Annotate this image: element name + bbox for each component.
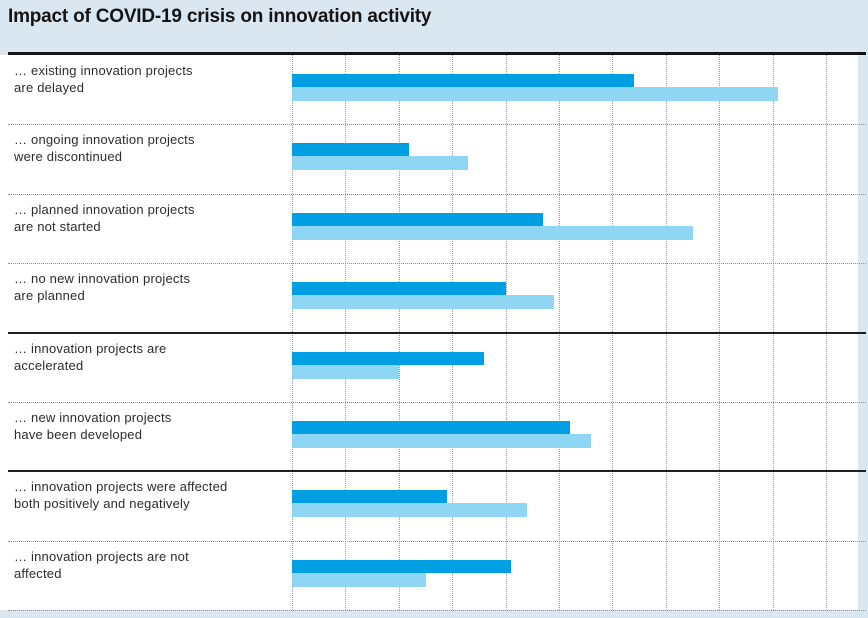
chart-row: … innovation projects were affected both … — [0, 471, 858, 540]
chart-row: … existing innovation projects are delaye… — [0, 55, 858, 124]
bar-series-2-light-blue — [292, 364, 399, 379]
row-separator-dotted — [8, 540, 866, 542]
bar-series-1-dark-blue — [292, 490, 447, 504]
chart-row: … innovation projects are not affected — [0, 541, 858, 610]
category-label: … innovation projects are not affected — [14, 548, 189, 582]
category-label: … existing innovation projects are delaye… — [14, 62, 193, 96]
bar-series-1-dark-blue — [292, 282, 506, 296]
group-separator-solid — [8, 331, 866, 334]
chart-title: Impact of COVID-19 crisis on innovation … — [8, 6, 432, 27]
category-label-line: both positively and negatively — [14, 496, 190, 512]
chart-row: … new innovation projects have been devel… — [0, 402, 858, 471]
rows-layer: … existing innovation projects are delaye… — [0, 55, 858, 610]
row-separator-dotted — [8, 193, 866, 195]
group-separator-solid — [8, 470, 866, 473]
bar-series-2-light-blue — [292, 225, 693, 240]
category-label-line: are not started — [14, 218, 101, 234]
row-separator-dotted — [8, 610, 866, 611]
category-label-line: … innovation projects were affected — [14, 479, 228, 495]
bar-series-1-dark-blue — [292, 74, 634, 87]
category-label: … planned innovation projects are not sta… — [14, 201, 195, 235]
bar-series-2-light-blue — [292, 572, 426, 587]
category-label-line: accelerated — [14, 357, 84, 373]
bar-series-2-light-blue — [292, 156, 469, 171]
category-label-line: … planned innovation projects — [14, 201, 195, 217]
category-label: … ongoing innovation projects were discon… — [14, 131, 195, 165]
category-label-line: are delayed — [14, 80, 85, 95]
row-separator-dotted — [8, 263, 866, 265]
category-label-line: are planned — [14, 288, 85, 304]
category-label: … innovation projects were affected both … — [14, 478, 227, 512]
category-label-line: … innovation projects are — [14, 340, 167, 356]
category-label-line: have been developed — [14, 426, 143, 442]
row-separator-dotted — [8, 124, 866, 126]
category-label-line: … innovation projects are not — [14, 548, 189, 564]
category-label-line: affected — [14, 565, 62, 581]
category-label-line: … no new innovation projects — [14, 271, 191, 287]
bar-series-1-dark-blue — [292, 420, 570, 434]
category-label-line: … new innovation projects — [14, 409, 172, 425]
category-label: … innovation projects are accelerated — [14, 340, 166, 374]
bar-series-2-light-blue — [292, 295, 554, 310]
bar-series-2-light-blue — [292, 433, 592, 448]
bar-series-2-light-blue — [292, 87, 778, 101]
category-label-line: … existing innovation projects — [14, 63, 193, 78]
bar-series-1-dark-blue — [292, 212, 543, 226]
bar-series-1-dark-blue — [292, 351, 485, 365]
title-rule — [8, 52, 866, 55]
chart-row: … planned innovation projects are not sta… — [0, 194, 858, 263]
category-label: … new innovation projects have been devel… — [14, 409, 171, 443]
chart-row: … ongoing innovation projects were discon… — [0, 124, 858, 193]
chart-row: … no new innovation projects are planned — [0, 263, 858, 332]
chart-row: … innovation projects are accelerated — [0, 333, 858, 402]
bar-series-1-dark-blue — [292, 143, 410, 157]
category-label: … no new innovation projects are planned — [14, 270, 190, 304]
row-separator-dotted — [8, 401, 866, 403]
bar-series-2-light-blue — [292, 503, 527, 518]
bar-series-1-dark-blue — [292, 559, 511, 573]
category-label-line: were discontinued — [14, 149, 123, 165]
category-label-line: … ongoing innovation projects — [14, 132, 195, 148]
